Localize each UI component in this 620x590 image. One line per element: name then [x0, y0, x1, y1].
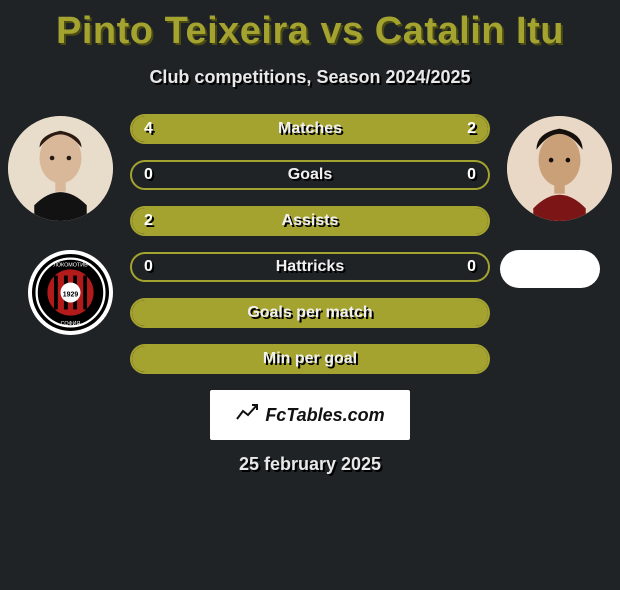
stat-value-left: 0 — [144, 162, 153, 188]
stat-value-left: 2 — [144, 208, 153, 234]
stat-label: Matches — [132, 116, 488, 142]
stat-value-right: 0 — [467, 254, 476, 280]
brand-icon — [235, 401, 259, 430]
club-left-icon: 1929 ЛОКОМОТИВ СОФИЯ — [32, 254, 109, 331]
page-subtitle: Club competitions, Season 2024/2025 — [0, 67, 620, 88]
stat-label: Goals per match — [132, 300, 488, 326]
brand-badge: FcTables.com — [210, 390, 410, 440]
page-title: Pinto Teixeira vs Catalin Itu — [0, 10, 620, 53]
stat-value-right: 2 — [467, 116, 476, 142]
svg-text:1929: 1929 — [63, 291, 79, 298]
stat-value-right: 0 — [467, 162, 476, 188]
stat-bars: Matches42Goals00Assists2Hattricks00Goals… — [130, 108, 490, 374]
stat-label: Hattricks — [132, 254, 488, 280]
stat-bar: Matches4 2 — [130, 114, 490, 144]
stat-label: Min per goal — [132, 346, 488, 372]
stat-bar: Goals0 0 — [130, 160, 490, 190]
svg-text:СОФИЯ: СОФИЯ — [61, 321, 81, 327]
stat-bar: Hattricks0 0 — [130, 252, 490, 282]
stat-value-left: 0 — [144, 254, 153, 280]
avatar-left-icon — [8, 116, 113, 221]
stat-bar: Goals per match — [130, 298, 490, 328]
footer-date: 25 february 2025 — [0, 454, 620, 475]
stat-label: Assists — [132, 208, 488, 234]
player-left-avatar — [8, 116, 113, 221]
stat-bar: Min per goal — [130, 344, 490, 374]
stat-label: Goals — [132, 162, 488, 188]
stat-bar: Assists2 — [130, 206, 490, 236]
club-right-badge — [500, 250, 600, 288]
player-right-avatar — [507, 116, 612, 221]
stat-value-left: 4 — [144, 116, 153, 142]
club-left-badge: 1929 ЛОКОМОТИВ СОФИЯ — [28, 250, 113, 335]
svg-text:ЛОКОМОТИВ: ЛОКОМОТИВ — [53, 262, 88, 268]
avatar-right-icon — [507, 116, 612, 221]
comparison-zone: 1929 ЛОКОМОТИВ СОФИЯ Matches42Goals00Ass… — [0, 108, 620, 374]
brand-text: FcTables.com — [265, 405, 384, 426]
